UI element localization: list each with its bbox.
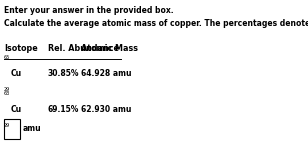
Text: Cu: Cu [10, 69, 22, 78]
Text: Rel. Abundance: Rel. Abundance [48, 44, 119, 53]
Text: 62.930 amu: 62.930 amu [81, 105, 131, 113]
Text: Isotope: Isotope [4, 44, 38, 53]
Text: 29: 29 [4, 87, 10, 92]
Text: Calculate the average atomic mass of copper. The percentages denote the relative: Calculate the average atomic mass of cop… [4, 19, 308, 28]
Text: amu: amu [22, 124, 41, 133]
Text: 29: 29 [4, 123, 10, 128]
Text: 65: 65 [4, 55, 10, 60]
Text: 69.15%: 69.15% [48, 105, 79, 113]
Text: 64.928 amu: 64.928 amu [81, 69, 131, 78]
Text: Atomic Mass: Atomic Mass [81, 44, 138, 53]
FancyBboxPatch shape [4, 119, 20, 139]
Text: Cu: Cu [10, 105, 22, 113]
Text: 30.85%: 30.85% [48, 69, 79, 78]
Text: 63: 63 [4, 91, 10, 96]
Text: Enter your answer in the provided box.: Enter your answer in the provided box. [4, 6, 173, 15]
